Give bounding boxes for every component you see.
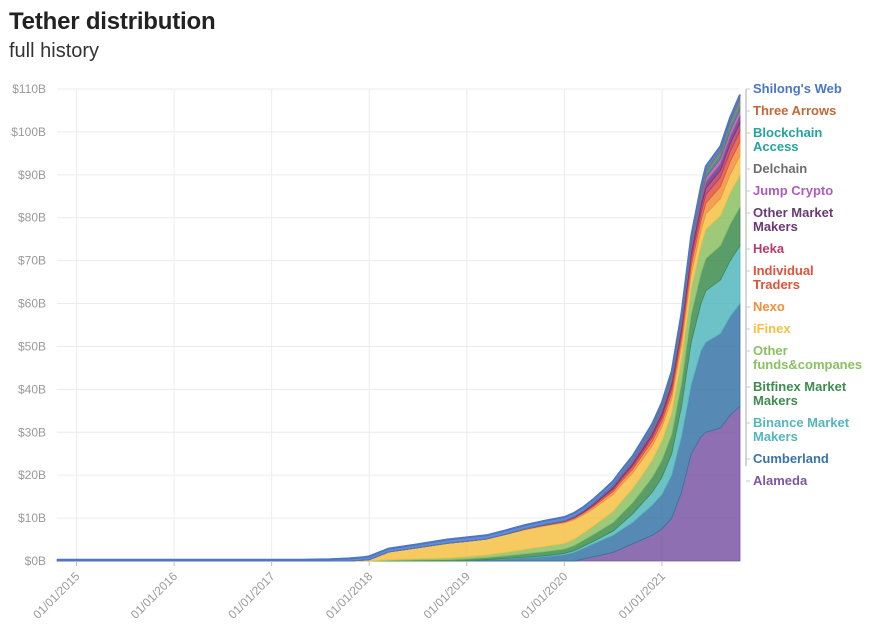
y-tick-label: $100B [11,125,46,139]
y-tick-label: $60B [18,297,46,311]
legend-label-alameda: Alameda [753,473,808,488]
y-tick-label: $50B [18,339,46,353]
y-tick-label: $70B [18,254,46,268]
y-tick-label: $40B [18,382,46,396]
legend-label-delchain: Delchain [753,161,807,176]
x-tick-label: 01/01/2020 [518,569,571,622]
legend-label-binance-market-makers: Binance Market Makers [753,415,850,444]
y-tick-label: $80B [18,211,46,225]
area-bitfinex-market-makers [57,205,741,562]
legend-label-heka: Heka [753,241,785,256]
chart-title: Tether distribution [9,8,216,35]
legend-label-other-funds-companes: Other funds&companes [753,343,862,372]
legend-label-other-market-makers: Other Market Makers [753,205,834,234]
y-tick-label: $0B [25,554,46,568]
area-binance-market-makers [57,244,741,562]
y-tick-label: $10B [18,511,46,525]
legend-label-individual-traders: Individual Traders [753,263,814,292]
x-tick-label: 01/01/2019 [421,569,474,622]
y-tick-label: $110B [12,82,46,96]
legend-label-nexo: Nexo [753,299,785,314]
legend-layer: Shilong's Web Three Arrows Blockchain Acces… [745,81,862,488]
legend-label-ifinex: iFinex [753,321,791,336]
legend-label-three-arrows: Three Arrows [753,103,836,118]
legend-label-shilong-s-web: Shilong's Web [753,81,842,96]
x-tick-label: 01/01/2015 [30,569,83,622]
area-layer [56,94,741,562]
x-tick-label: 01/01/2016 [128,569,181,622]
total-outline [57,94,741,561]
y-tick-label: $90B [18,168,46,182]
x-tick-label: 01/01/2017 [225,569,278,622]
chart-subtitle: full history [9,40,100,62]
y-tick-label: $30B [18,425,46,439]
x-tick-label: 01/01/2018 [323,569,376,622]
legend-label-cumberland: Cumberland [753,451,829,466]
legend-label-blockchain-access: Blockchain Access [753,125,822,154]
y-tick-label: $20B [18,468,46,482]
x-tick-label: 01/01/2021 [616,569,669,622]
legend-label-bitfinex-market-makers: Bitfinex Market Makers [753,379,847,408]
legend-label-jump-crypto: Jump Crypto [753,183,833,198]
